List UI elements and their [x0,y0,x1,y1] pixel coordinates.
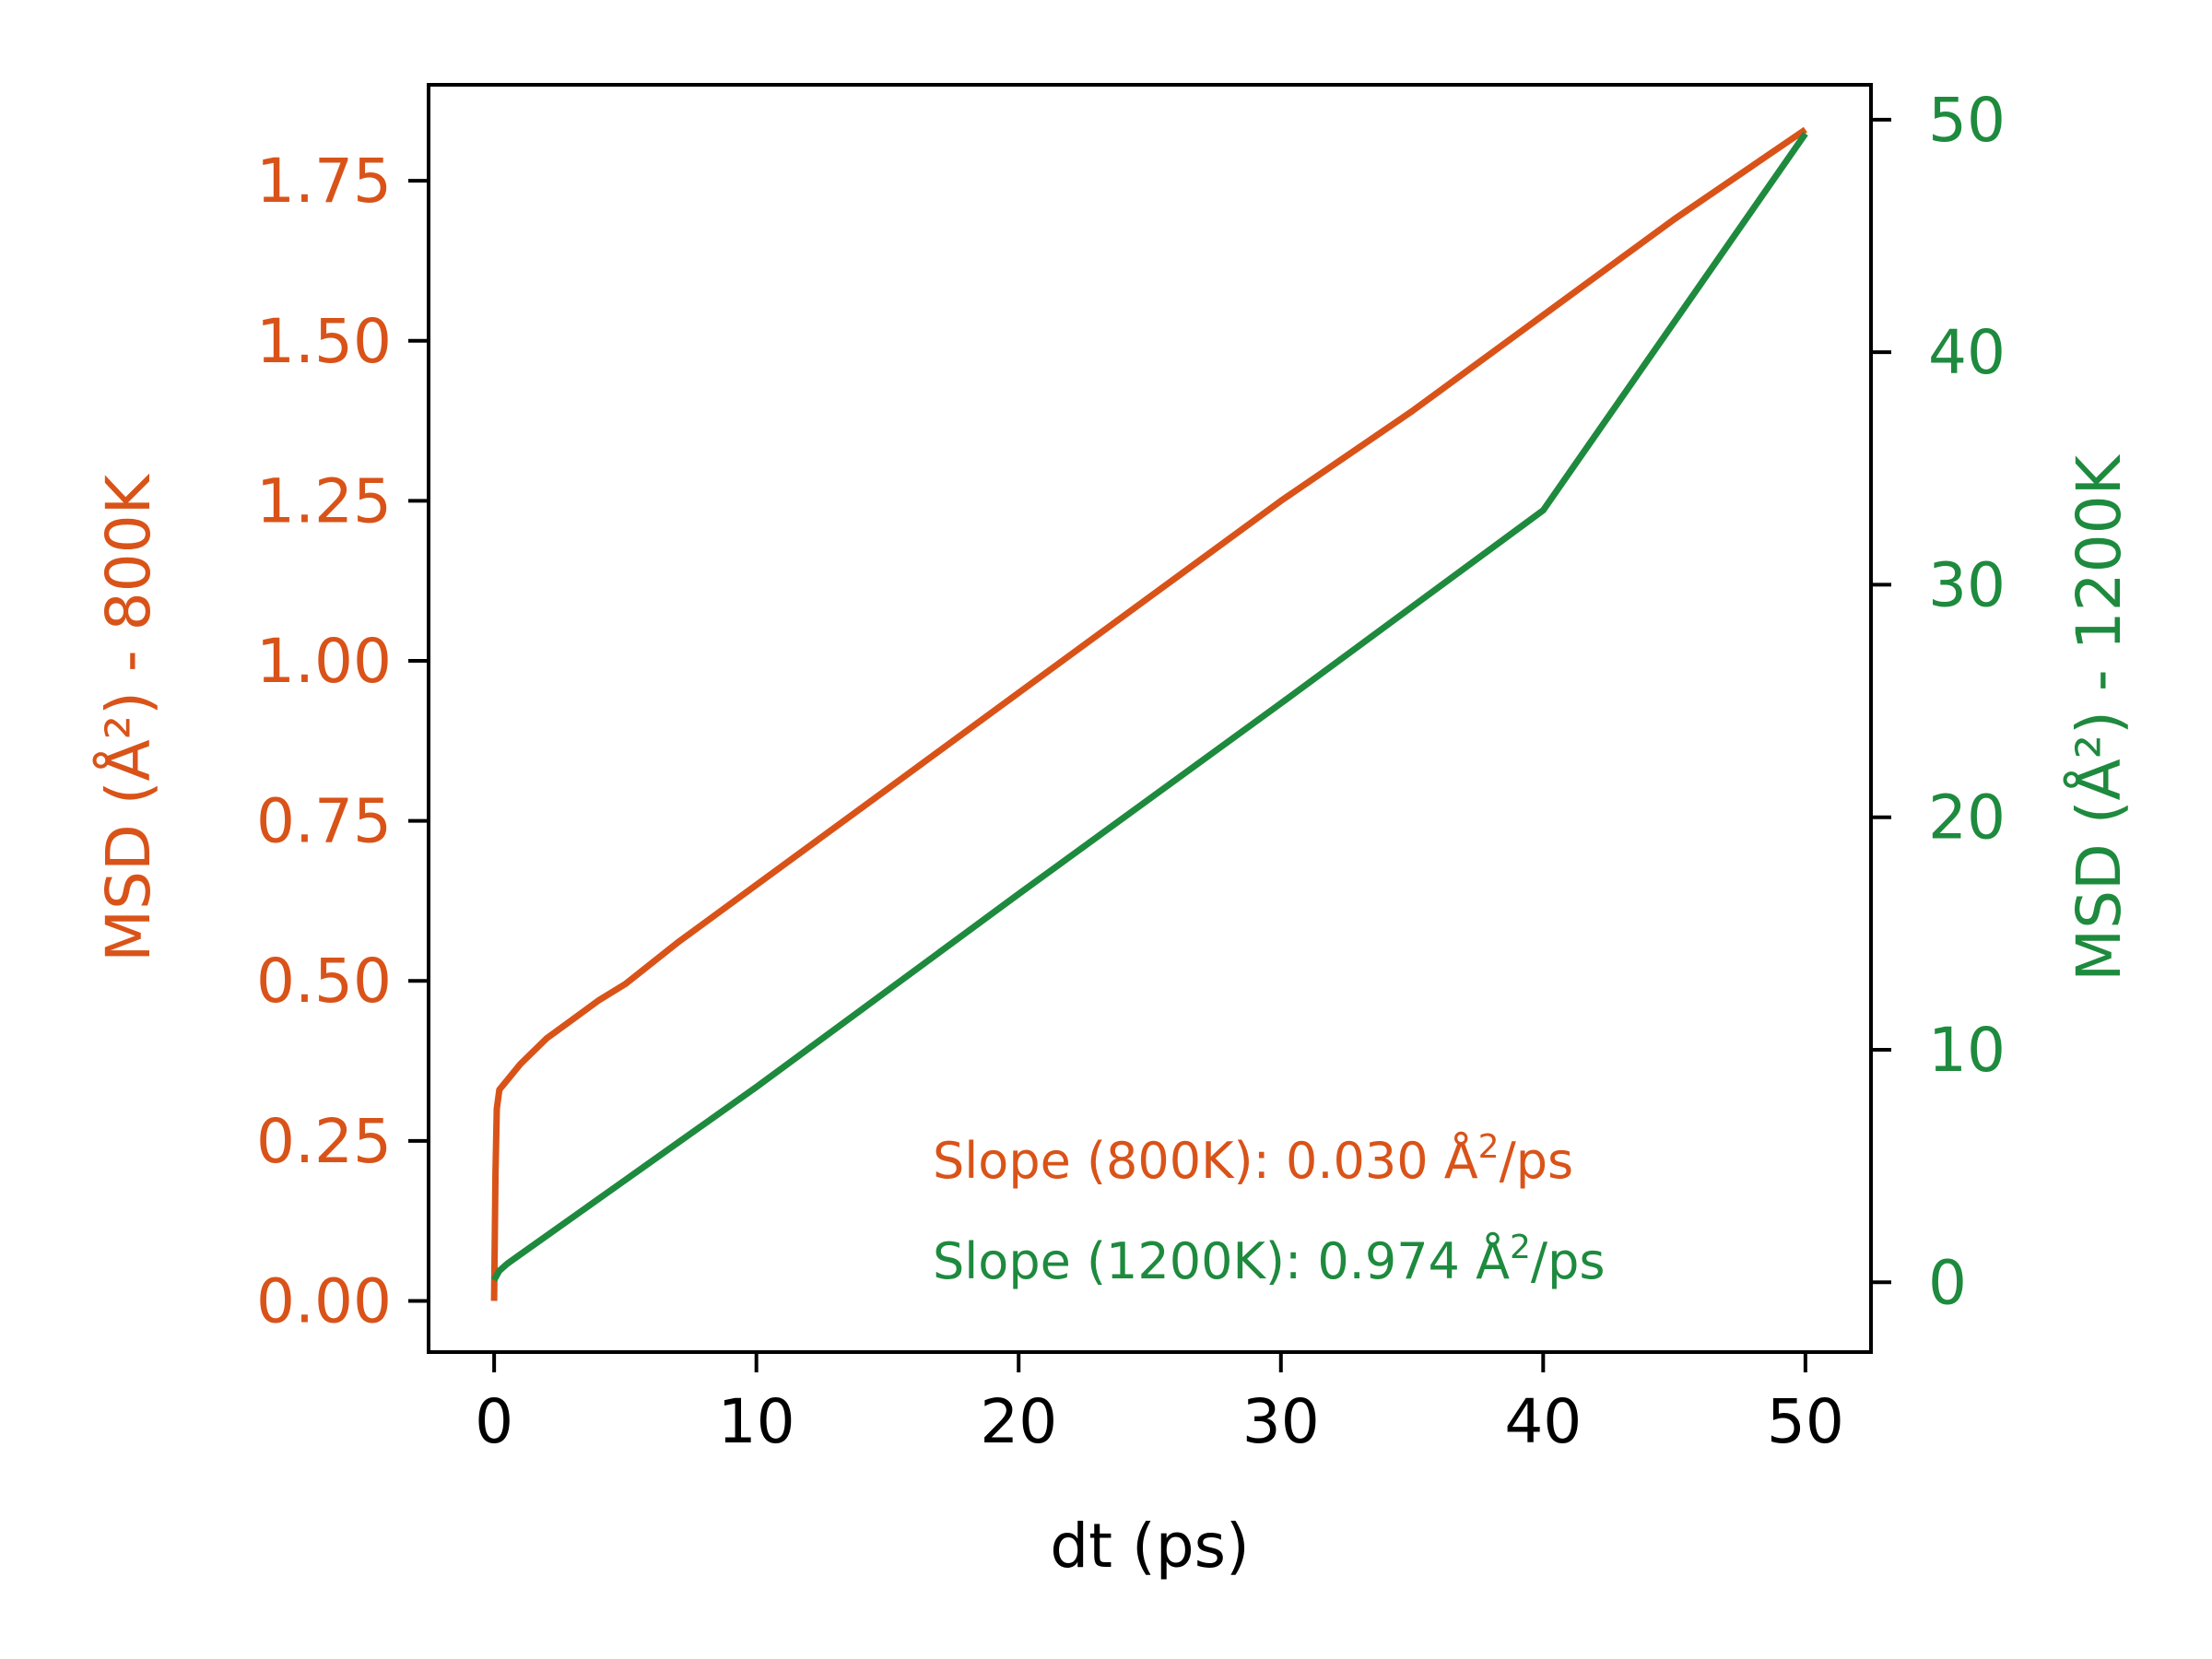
right-y-tick-label: 0 [1928,1247,1967,1318]
x-axis-ticks: 0 10 20 30 40 50 [475,1352,1844,1457]
series-line-800k [490,126,1807,1301]
left-y-tick-label: 1.00 [256,626,392,697]
slope-annotation-800k: Slope (800K): 0.030 Å2/ps [933,1128,1573,1190]
left-y-tick-label: 0.75 [256,786,392,857]
right-y-tick-label: 50 [1928,85,2006,156]
annotation-suffix: /ps [1500,1132,1574,1190]
annotation-superscript: 2 [1510,1229,1531,1266]
annotation-suffix: /ps [1531,1232,1606,1290]
x-tick-label: 0 [475,1386,513,1457]
right-y-tick-label: 10 [1928,1015,2006,1086]
slope-annotation-1200k: Slope (1200K): 0.974 Å2/ps [933,1229,1606,1290]
left-y-tick-label: 0.00 [256,1265,392,1336]
x-tick-label: 30 [1242,1386,1320,1457]
left-y-tick-label: 0.25 [256,1106,392,1177]
annotation-superscript: 2 [1478,1128,1500,1166]
right-y-tick-label: 40 [1928,317,2006,388]
left-y-tick-label: 1.50 [256,306,392,377]
left-y-axis-ticks: 0.00 0.25 0.50 0.75 1.00 1.25 1.50 1.75 [256,146,429,1336]
x-axis-label: dt (ps) [1050,1511,1250,1582]
x-tick-label: 40 [1504,1386,1582,1457]
left-y-tick-label: 0.50 [256,946,392,1017]
x-tick-label: 50 [1767,1386,1844,1457]
left-y-tick-label: 1.25 [256,465,392,536]
right-y-axis-label-text: MSD (Å²) - 1200K [2064,453,2135,981]
left-y-axis-label: MSD (Å²) - 800K [93,473,164,961]
right-y-tick-label: 30 [1928,549,2006,620]
series-line-1200k [491,131,1808,1282]
left-y-tick-label: 1.75 [256,146,392,217]
right-y-tick-label: 20 [1928,782,2006,853]
x-tick-label: 20 [980,1386,1057,1457]
annotation-prefix: Slope (800K): 0.030 Å [933,1131,1478,1190]
annotation-prefix: Slope (1200K): 0.974 Å [933,1231,1510,1290]
right-y-axis-label: MSD (Å²) - 1200K [2064,453,2135,981]
series-layer [490,126,1808,1301]
left-y-axis-label-text: MSD (Å²) - 800K [93,473,164,961]
x-tick-label: 10 [718,1386,795,1457]
right-y-axis-ticks: 0 10 20 30 40 50 [1871,85,2006,1318]
plot-frame [427,83,1873,1354]
